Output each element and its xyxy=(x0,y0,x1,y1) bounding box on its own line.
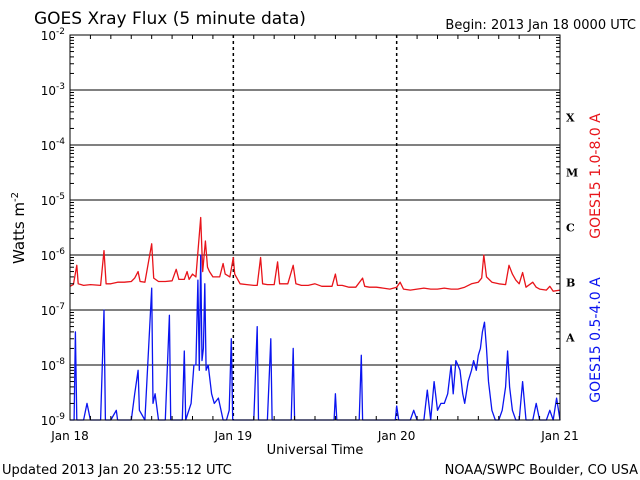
series-legend-group: GOES15 1.0-8.0 A xyxy=(588,113,604,239)
y-tick-label: 10-2 xyxy=(41,27,65,43)
ticks-layer xyxy=(70,35,560,420)
y-tick-label: 10-9 xyxy=(41,412,66,428)
y-tick-label: 10-4 xyxy=(41,137,66,153)
flare-class-label: A xyxy=(565,332,575,345)
flare-class-label: X xyxy=(566,112,575,125)
series-legend-group: GOES15 0.5-4.0 A xyxy=(588,277,604,403)
y-axis-label: Watts m-2 xyxy=(10,192,28,264)
x-axis-label: Universal Time xyxy=(267,443,364,458)
updated-label: Updated 2013 Jan 20 23:55:12 UTC xyxy=(2,463,232,478)
series-legend-label: GOES15 1.0-8.0 A xyxy=(588,113,604,239)
x-tick-label: Jan 20 xyxy=(377,429,416,443)
x-tick-label: Jan 21 xyxy=(540,429,579,443)
series-line-short xyxy=(70,254,561,421)
flare-class-label: C xyxy=(566,222,575,235)
x-tick-label: Jan 19 xyxy=(214,429,253,443)
y-axis-label-group: Watts m-2 xyxy=(10,192,28,264)
series-layer xyxy=(69,216,561,421)
x-tick-label: Jan 18 xyxy=(50,429,89,443)
y-tick-label: 10-5 xyxy=(41,192,65,208)
begin-label: Begin: 2013 Jan 18 0000 UTC xyxy=(445,18,636,33)
flare-class-label: B xyxy=(566,277,575,290)
y-tick-label: 10-3 xyxy=(41,82,65,98)
credit-label: NOAA/SWPC Boulder, CO USA xyxy=(445,463,638,478)
series-legend-label: GOES15 0.5-4.0 A xyxy=(588,277,604,403)
y-tick-label: 10-7 xyxy=(41,302,65,318)
chart-title: GOES Xray Flux (5 minute data) xyxy=(34,9,306,29)
plot-frame xyxy=(69,34,561,421)
flare-class-label: M xyxy=(566,167,578,180)
series-line-long xyxy=(69,216,561,292)
y-tick-label: 10-8 xyxy=(41,357,66,373)
grid-layer xyxy=(70,35,560,420)
y-tick-label: 10-6 xyxy=(41,247,66,263)
